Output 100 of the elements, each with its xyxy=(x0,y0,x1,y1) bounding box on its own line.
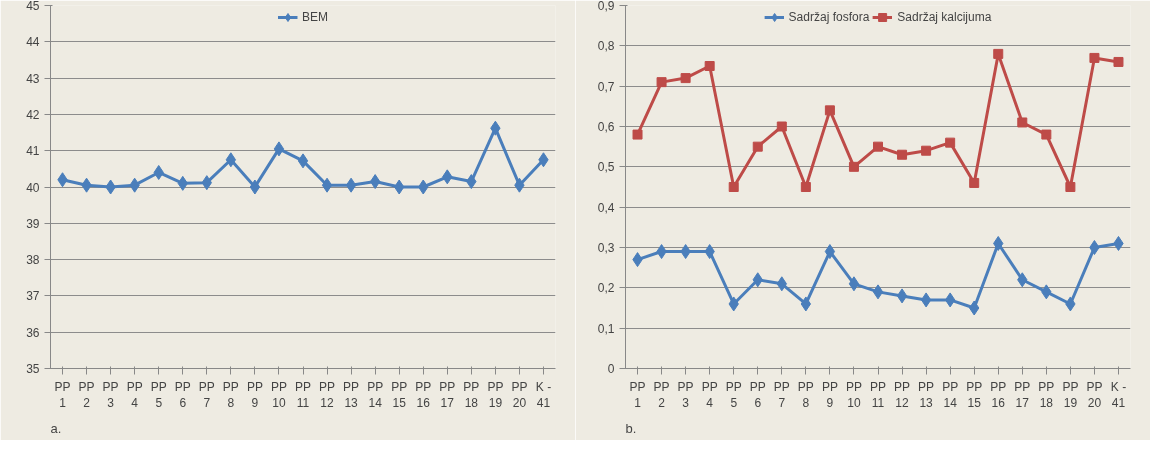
x-tick-label: PP 11 xyxy=(870,379,887,411)
y-tick-label: 43 xyxy=(26,71,40,86)
point xyxy=(704,61,715,71)
point xyxy=(1113,56,1124,67)
x-tick-label: PP 20 xyxy=(511,379,528,411)
x-tick-label: PP 14 xyxy=(367,379,384,411)
y-tick-label: 42 xyxy=(26,107,40,122)
x-tick-label: PP 2 xyxy=(653,379,670,411)
point xyxy=(897,149,908,160)
legend-label: Sadržaj fosfora xyxy=(788,10,870,24)
x-tick-label: PP 9 xyxy=(246,379,263,411)
text: a. xyxy=(50,420,62,436)
x-tick-label: PP 19 xyxy=(1062,379,1079,411)
y-tick-label: 0,8 xyxy=(597,39,615,54)
x-tick-label: PP 1 xyxy=(54,379,71,411)
point xyxy=(1065,182,1076,192)
x-tick-label: PP 8 xyxy=(797,379,814,411)
point xyxy=(225,152,237,168)
point xyxy=(680,73,691,84)
y-tick-label: 0,5 xyxy=(597,160,615,175)
y-tick-label: 0,2 xyxy=(597,281,615,296)
x-tick-label: PP 5 xyxy=(150,379,167,411)
legend-label: Sadržaj kalcijuma xyxy=(897,10,992,24)
y-tick-label: 37 xyxy=(26,289,40,304)
x-tick-label: PP 19 xyxy=(487,379,504,411)
point xyxy=(776,121,787,132)
x-tick-label: K - 41 xyxy=(1110,379,1127,411)
x-tick-label: PP 3 xyxy=(677,379,694,411)
x-tick-label: PP 5 xyxy=(725,379,742,411)
legend-label: BEM xyxy=(301,10,329,24)
x-tick-label: PP 17 xyxy=(1014,379,1031,411)
point xyxy=(632,129,643,140)
point xyxy=(993,48,1004,59)
x-tick-label: PP 15 xyxy=(391,379,408,411)
point xyxy=(824,244,836,260)
point xyxy=(752,141,763,152)
y-tick-label: 0,7 xyxy=(597,79,615,94)
x-tick-label: PP 6 xyxy=(749,379,766,411)
y-tick-label: 38 xyxy=(26,253,40,268)
y-tick-label: 44 xyxy=(26,35,40,50)
x-tick-label: PP 13 xyxy=(918,379,935,411)
point xyxy=(249,179,261,195)
point xyxy=(369,174,381,190)
point xyxy=(944,292,956,308)
point xyxy=(800,182,811,192)
x-tick-label: PP 3 xyxy=(102,379,119,411)
point xyxy=(297,153,309,169)
point xyxy=(848,276,860,292)
point xyxy=(921,145,932,156)
point xyxy=(345,177,357,193)
point xyxy=(656,77,667,88)
x-tick-label: PP 13 xyxy=(343,379,360,411)
y-tick-label: 0,1 xyxy=(597,321,615,336)
x-tick-label: PP 15 xyxy=(966,379,983,411)
x-tick-label: PP 7 xyxy=(198,379,215,411)
point xyxy=(824,105,835,116)
x-tick-label: PP 18 xyxy=(1038,379,1055,411)
point xyxy=(896,288,908,304)
text: b. xyxy=(625,420,637,436)
x-tick-label: K - 41 xyxy=(535,379,552,411)
point xyxy=(273,141,285,157)
x-tick-label: PP 12 xyxy=(319,379,336,411)
x-tick-label: PP 1 xyxy=(629,379,646,411)
y-tick-label: 0,9 xyxy=(597,0,615,13)
point xyxy=(873,141,883,152)
point xyxy=(800,296,812,312)
y-tick-label: 39 xyxy=(26,216,40,231)
y-tick-label: 41 xyxy=(26,144,40,159)
x-tick-label: PP 6 xyxy=(174,379,191,411)
x-tick-label: PP 7 xyxy=(773,379,790,411)
x-tick-label: PP 12 xyxy=(894,379,911,411)
x-tick-label: PP 14 xyxy=(942,379,959,411)
y-tick-label: 0,4 xyxy=(597,200,615,215)
x-tick-label: PP 2 xyxy=(78,379,95,411)
point xyxy=(872,284,884,300)
x-tick-label: PP 20 xyxy=(1086,379,1103,411)
point xyxy=(1041,129,1052,140)
point xyxy=(1089,240,1100,255)
y-tick-label: 35 xyxy=(26,362,40,376)
x-tick-label: PP 11 xyxy=(295,379,312,411)
point xyxy=(920,292,932,308)
point xyxy=(1089,52,1100,63)
x-tick-label: PP 10 xyxy=(845,379,862,411)
y-tick-label: 36 xyxy=(26,325,40,340)
y-tick-label: 0,6 xyxy=(597,120,615,134)
y-tick-label: 0,3 xyxy=(597,241,615,255)
point xyxy=(848,161,859,172)
x-tick-label: PP 16 xyxy=(415,379,432,411)
point xyxy=(728,182,739,192)
point xyxy=(1017,117,1028,128)
x-tick-label: PP 17 xyxy=(439,379,456,411)
point xyxy=(945,137,956,148)
y-tick-label: 45 xyxy=(26,0,40,13)
point xyxy=(969,177,980,188)
x-tick-label: PP 10 xyxy=(270,379,287,411)
x-tick-label: PP 4 xyxy=(126,379,143,411)
point xyxy=(321,177,333,193)
y-tick-label: 40 xyxy=(26,180,40,195)
x-tick-label: PP 4 xyxy=(701,379,718,411)
x-tick-label: PP 8 xyxy=(222,379,239,411)
